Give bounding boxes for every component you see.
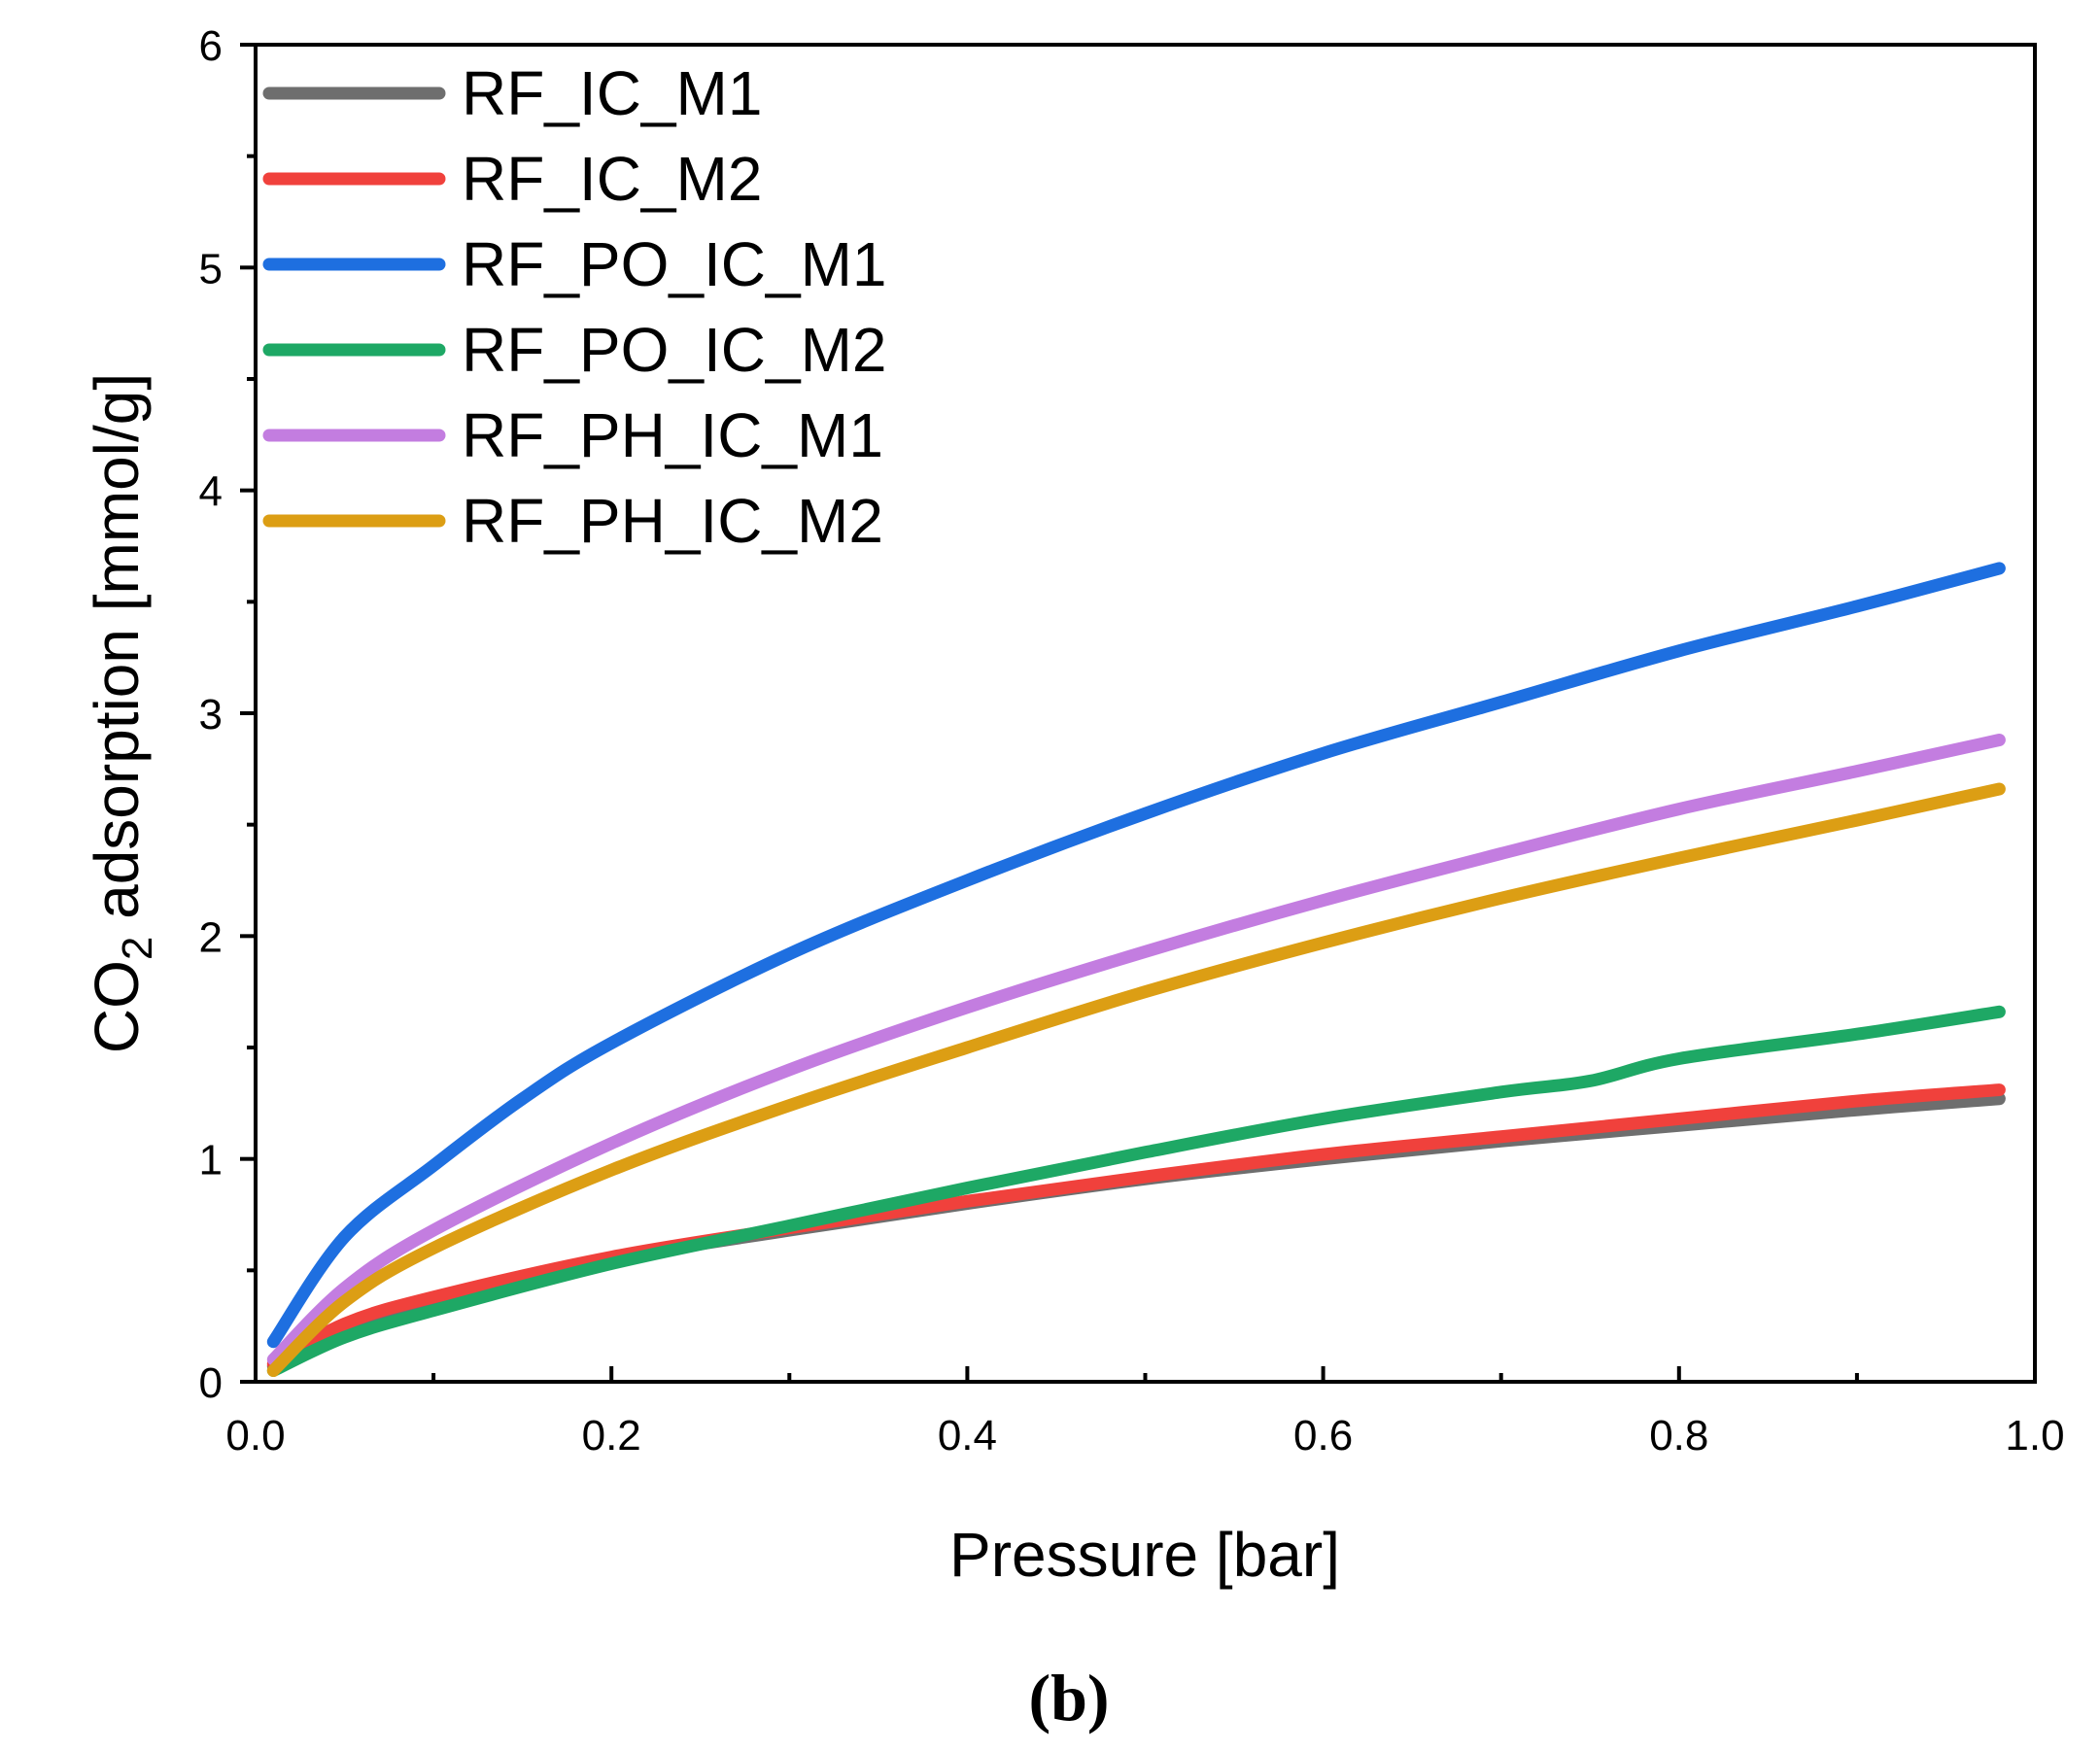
x-tick-label: 0.0 [225, 1412, 285, 1460]
series-line-rf-ph-ic-m1 [266, 734, 2006, 1366]
y-tick-label: 0 [199, 1359, 223, 1407]
x-tick-label: 0.8 [1649, 1412, 1708, 1460]
y-tick-label: 1 [199, 1137, 223, 1185]
legend-label: RF_IC_M2 [462, 144, 762, 214]
legend-label: RF_IC_M1 [462, 58, 762, 128]
y-axis-title-subscript: 2 [114, 937, 161, 960]
y-tick-label: 2 [199, 913, 223, 961]
series-line-rf-ic-m2 [266, 1083, 2006, 1371]
legend-label: RF_PH_IC_M2 [462, 486, 883, 556]
series-line-rf-po-ic-m2 [266, 1005, 2006, 1378]
legend: RF_IC_M1 RF_IC_M2 RF_PO_IC_M1 RF_PO_IC_M2 RF… [262, 58, 886, 556]
legend-label: RF_PO_IC_M1 [462, 229, 886, 299]
legend-label: RF_PH_IC_M1 [462, 400, 883, 470]
y-axis-title-rest: adsorption [mmol/g] [82, 373, 152, 937]
y-axis-title: CO2 adsorption [mmol/g] [82, 373, 161, 1053]
ticks-layer: 0.0 0.2 0.4 0.6 0.8 1.0 0 1 2 3 4 5 6 [199, 22, 2065, 1460]
y-axis-title-main: CO [82, 960, 152, 1053]
x-tick-label: 0.2 [582, 1412, 641, 1460]
y-tick-label: 4 [199, 468, 223, 516]
y-tick-label: 3 [199, 691, 223, 739]
y-tick-label: 6 [199, 22, 223, 70]
x-tick-label: 0.4 [938, 1412, 997, 1460]
x-tick-label: 1.0 [2005, 1412, 2064, 1460]
series-line-rf-ph-ic-m2 [266, 782, 2006, 1378]
series-line-rf-po-ic-m1 [266, 562, 2006, 1349]
y-tick-label: 5 [199, 245, 223, 292]
x-axis-title: Pressure [bar] [949, 1520, 1340, 1590]
series-layer [266, 562, 2006, 1378]
x-tick-label: 0.6 [1293, 1412, 1353, 1460]
panel-label: (b) [1028, 1661, 1109, 1735]
legend-label: RF_PO_IC_M2 [462, 315, 886, 385]
series-line-rf-ic-m1 [266, 1092, 2006, 1373]
